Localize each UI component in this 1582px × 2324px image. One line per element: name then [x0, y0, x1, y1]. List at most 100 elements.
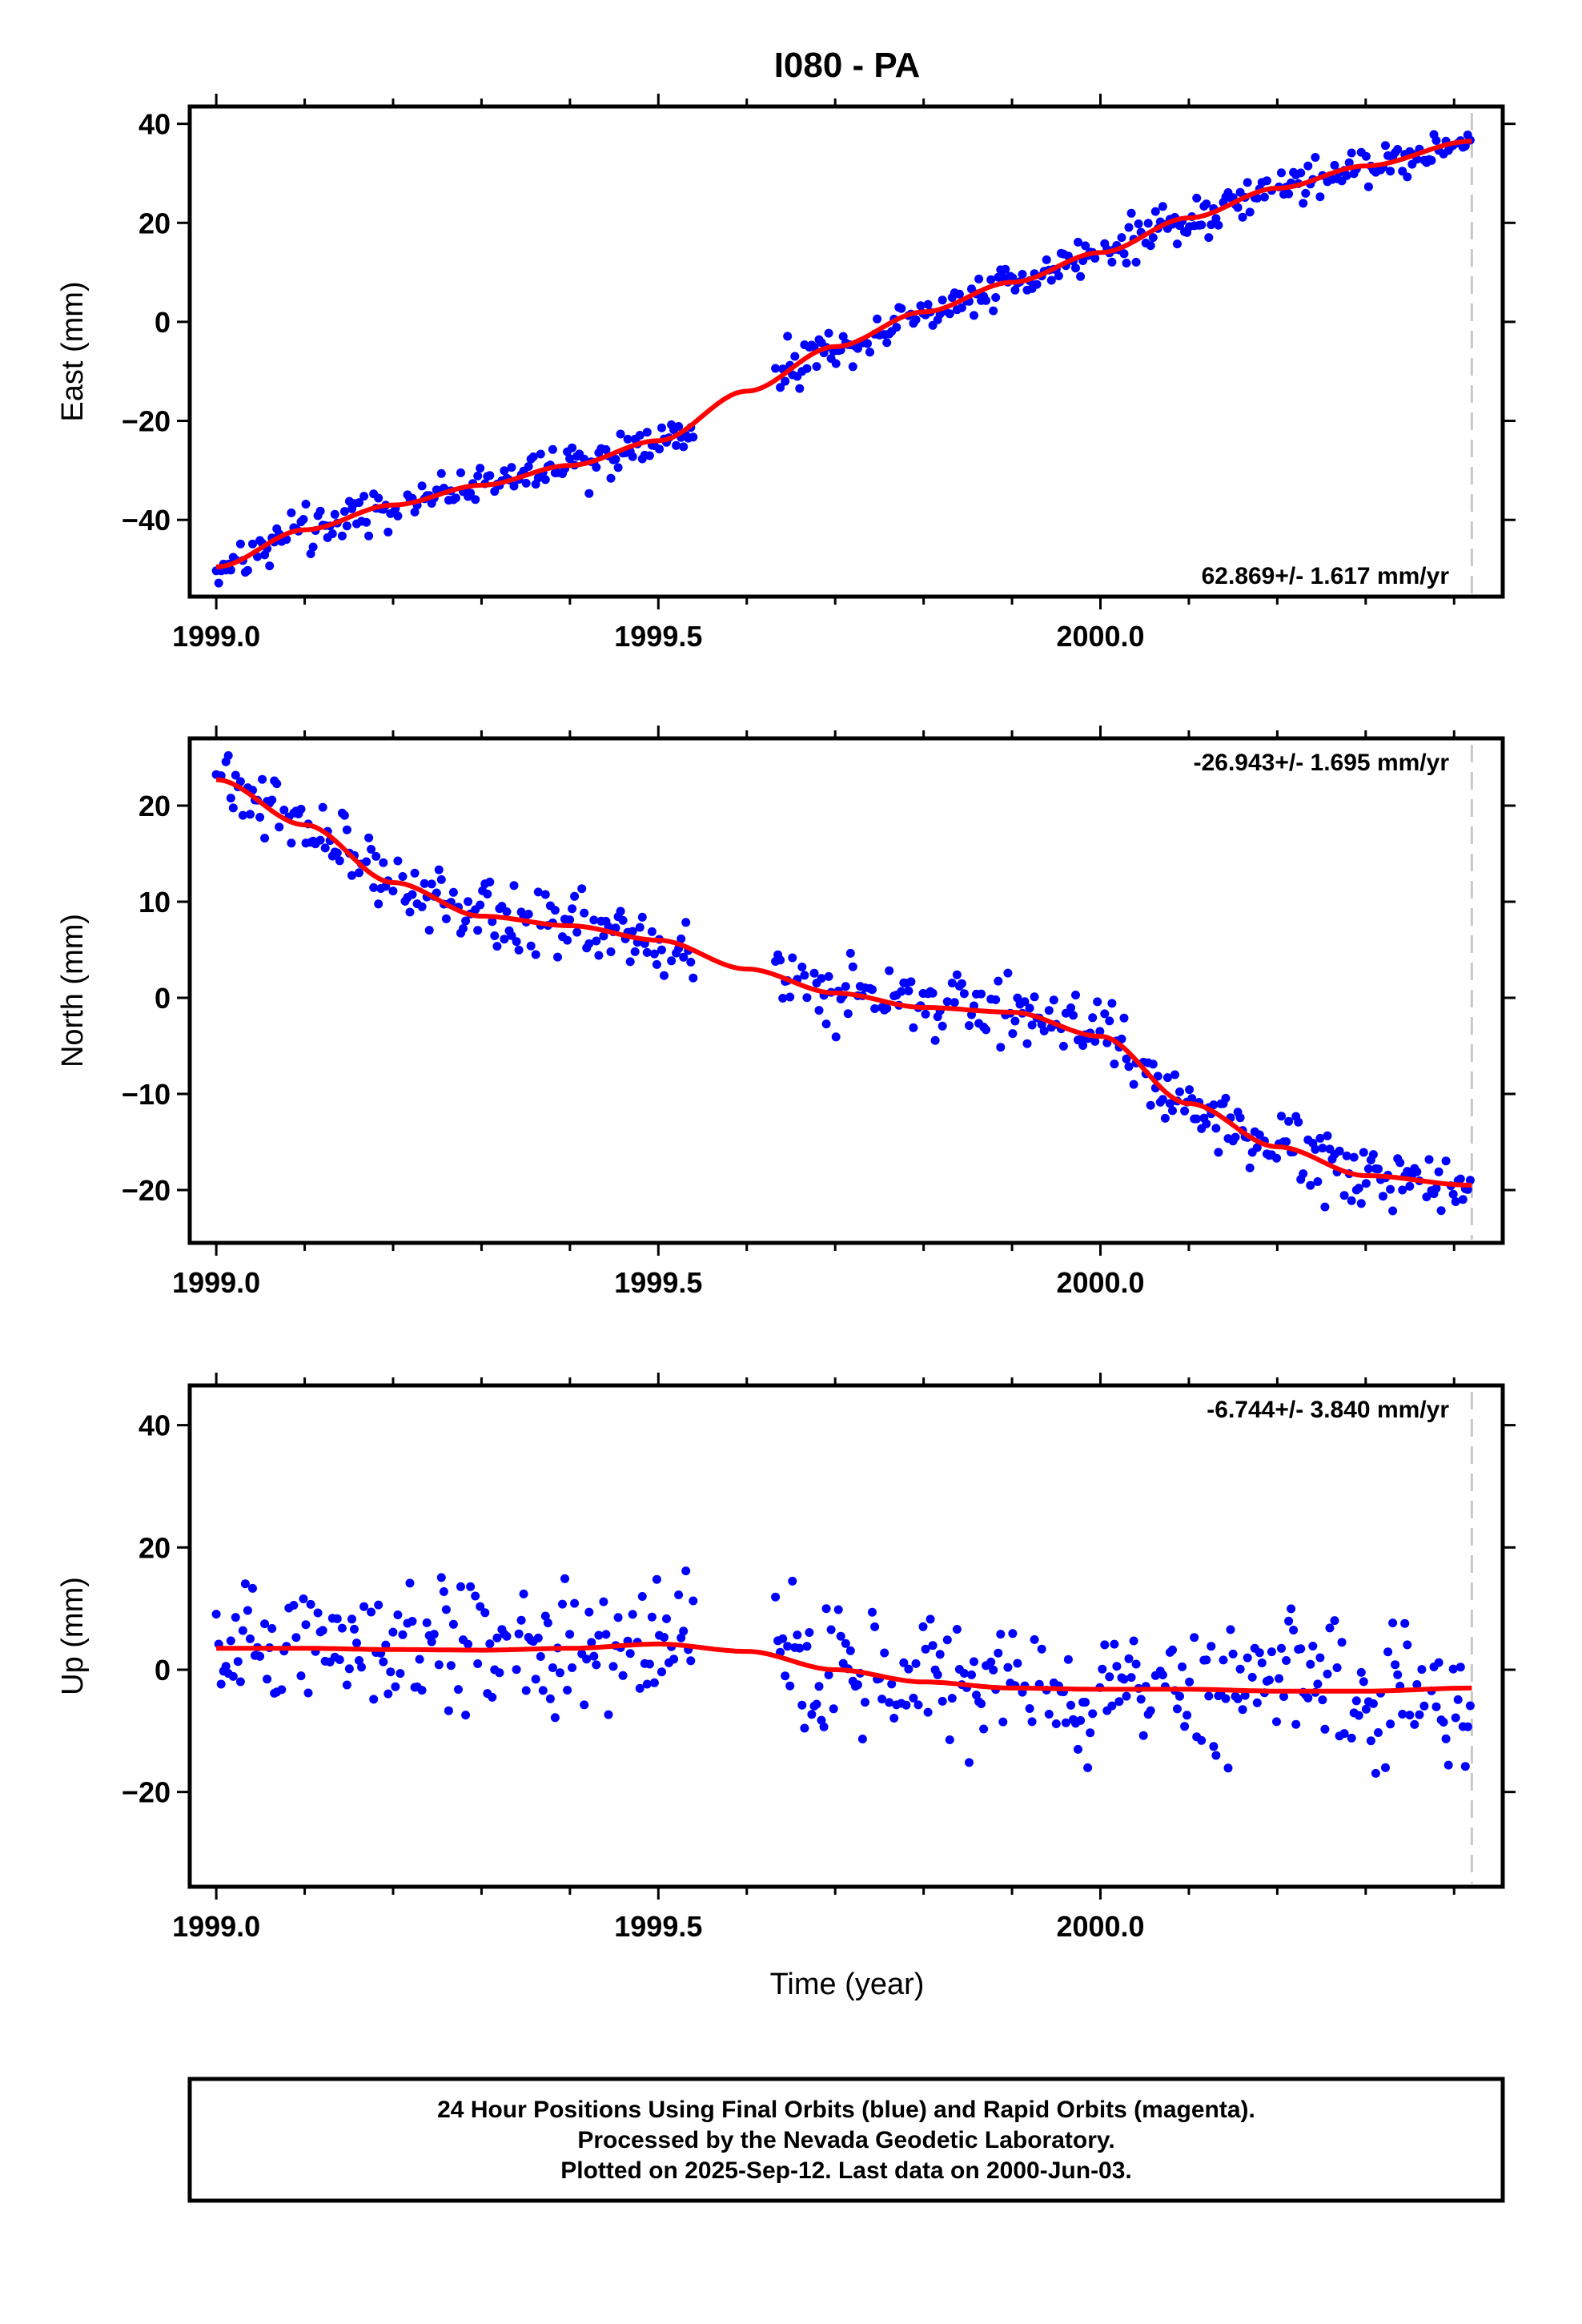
north-data-point [606, 947, 616, 956]
up-data-point [923, 1707, 933, 1717]
east-data-point [306, 549, 315, 558]
north-data-point [580, 908, 589, 918]
up-data-point [1185, 1677, 1195, 1687]
up-data-point [277, 1685, 287, 1695]
up-data-point [1374, 1728, 1383, 1737]
east-data-point [226, 565, 235, 575]
up-data-point [246, 1634, 255, 1643]
up-data-point [1131, 1659, 1141, 1669]
east-data-point [1173, 239, 1182, 249]
footer-line-1: 24 Hour Positions Using Final Orbits (bl… [437, 2097, 1255, 2123]
north-data-point [371, 851, 381, 861]
north-data-point [814, 1006, 824, 1015]
up-y-axis-label: Up (mm) [56, 1577, 90, 1695]
footer-line-2: Processed by the Nevada Geodetic Laborat… [577, 2127, 1114, 2153]
up-data-point [959, 1669, 969, 1678]
up-data-point [594, 1630, 604, 1640]
up-data-point [604, 1710, 613, 1719]
north-data-point [1412, 1167, 1422, 1176]
up-data-point [289, 1601, 299, 1610]
north-data-point [318, 802, 327, 812]
north-data-point [424, 926, 434, 935]
up-data-point [1410, 1719, 1419, 1729]
east-data-point [957, 303, 966, 312]
east-data-point [882, 338, 892, 348]
north-data-point [1342, 1151, 1351, 1160]
east-plot-frame [187, 104, 1505, 599]
up-data-point [1393, 1670, 1403, 1679]
east-data-point [1233, 203, 1243, 212]
up-data-point [391, 1682, 400, 1691]
up-data-point [1320, 1724, 1330, 1734]
east-data-point [521, 478, 531, 488]
up-data-point [582, 1655, 592, 1664]
up-data-point [1366, 1736, 1375, 1746]
north-data-point [800, 971, 809, 980]
up-data-point [660, 1633, 669, 1642]
north-data-point [776, 955, 785, 965]
panel-east: 1999.0 1999.5 2000.0 −40 −20 0 20 40 East (mm) 62… [56, 94, 1516, 653]
east-data-point [1301, 188, 1311, 198]
east-data-point [327, 529, 337, 538]
up-data-point [1076, 1715, 1086, 1725]
up-data-point [918, 1622, 928, 1631]
up-data-point [1233, 1694, 1243, 1703]
up-data-point [1190, 1633, 1199, 1642]
north-data-point [647, 927, 656, 936]
north-data-point [1088, 1013, 1098, 1023]
east-data-point [393, 511, 403, 521]
east-data-point [287, 508, 296, 517]
up-data-point [1178, 1662, 1187, 1671]
north-data-point [235, 777, 245, 786]
up-data-point [649, 1678, 659, 1687]
north-data-point [592, 936, 601, 946]
north-data-point [408, 890, 417, 899]
north-data-point [339, 810, 349, 820]
east-data-point [781, 376, 790, 386]
north-data-point [942, 997, 952, 1007]
east-data-point [938, 296, 947, 305]
north-data-point [492, 942, 502, 951]
up-data-point [647, 1612, 656, 1622]
up-data-point [618, 1671, 628, 1680]
north-data-point [393, 856, 403, 866]
north-data-point [568, 904, 577, 914]
up-data-point [870, 1622, 880, 1631]
up-data-point [383, 1689, 393, 1699]
north-data-point [1255, 1130, 1264, 1140]
up-data-point [637, 1592, 647, 1601]
up-data-point [1332, 1663, 1342, 1672]
up-data-point [1013, 1659, 1022, 1668]
up-data-point [1325, 1623, 1335, 1633]
north-data-point [957, 979, 966, 988]
north-data-point [1030, 992, 1039, 1002]
up-data-point [476, 1602, 485, 1611]
up-data-point [485, 1639, 495, 1649]
north-data-point [374, 899, 383, 909]
north-data-point [228, 803, 238, 813]
up-data-point [444, 1706, 453, 1715]
north-y-tick-label: 20 [139, 790, 171, 822]
north-data-point [1129, 1080, 1138, 1089]
north-data-point [599, 931, 608, 941]
north-data-point [1451, 1197, 1460, 1206]
north-data-point [436, 875, 446, 884]
east-data-point [1143, 219, 1153, 228]
east-y-tick-label: 0 [155, 306, 171, 339]
up-data-point [267, 1624, 277, 1633]
up-data-point [1277, 1643, 1286, 1653]
up-data-point [1086, 1728, 1095, 1738]
north-data-point [785, 992, 795, 1002]
up-data-point [845, 1646, 855, 1655]
north-data-point [1306, 1180, 1315, 1190]
up-data-point [797, 1700, 807, 1710]
up-data-point [1182, 1711, 1192, 1720]
north-data-point [1117, 1034, 1126, 1043]
up-data-point [1066, 1700, 1075, 1710]
up-data-point [1400, 1618, 1410, 1628]
north-data-point [1148, 1059, 1158, 1069]
north-data-point [686, 957, 696, 967]
north-data-point [1187, 1094, 1197, 1104]
north-data-point [660, 971, 669, 980]
up-data-point [1063, 1655, 1073, 1664]
